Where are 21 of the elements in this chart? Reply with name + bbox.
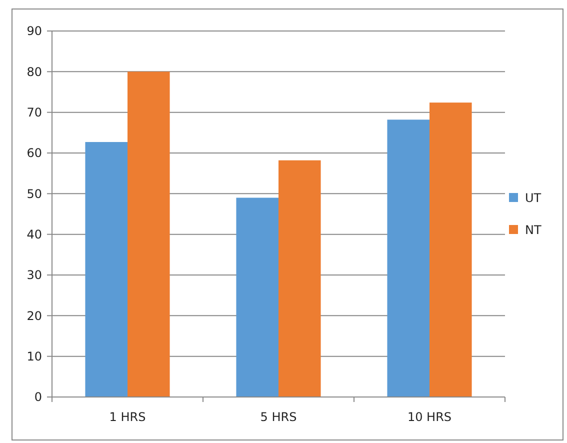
y-tick-label: 70 xyxy=(26,106,42,120)
legend-label: UT xyxy=(525,191,542,206)
x-tick-label: 10 HRS xyxy=(407,410,452,424)
bar xyxy=(128,72,170,397)
y-tick-label: 10 xyxy=(26,350,42,364)
y-tick-label: 0 xyxy=(34,390,42,404)
y-tick-label: 90 xyxy=(26,24,42,38)
y-tick-label: 50 xyxy=(26,186,42,201)
y-tick-label: 30 xyxy=(26,268,42,282)
y-tick-label: 40 xyxy=(26,228,42,242)
bar xyxy=(85,142,128,397)
bar xyxy=(236,198,278,397)
x-tick-label: 1 HRS xyxy=(109,410,146,424)
legend-label: NT xyxy=(525,223,542,238)
y-tick-label: 60 xyxy=(26,146,42,160)
bar xyxy=(430,102,472,397)
bar xyxy=(387,120,430,397)
y-tick-label: 80 xyxy=(26,64,42,79)
x-tick-label: 5 HRS xyxy=(260,410,297,424)
y-tick-label: 20 xyxy=(26,308,42,323)
bar xyxy=(278,160,321,397)
